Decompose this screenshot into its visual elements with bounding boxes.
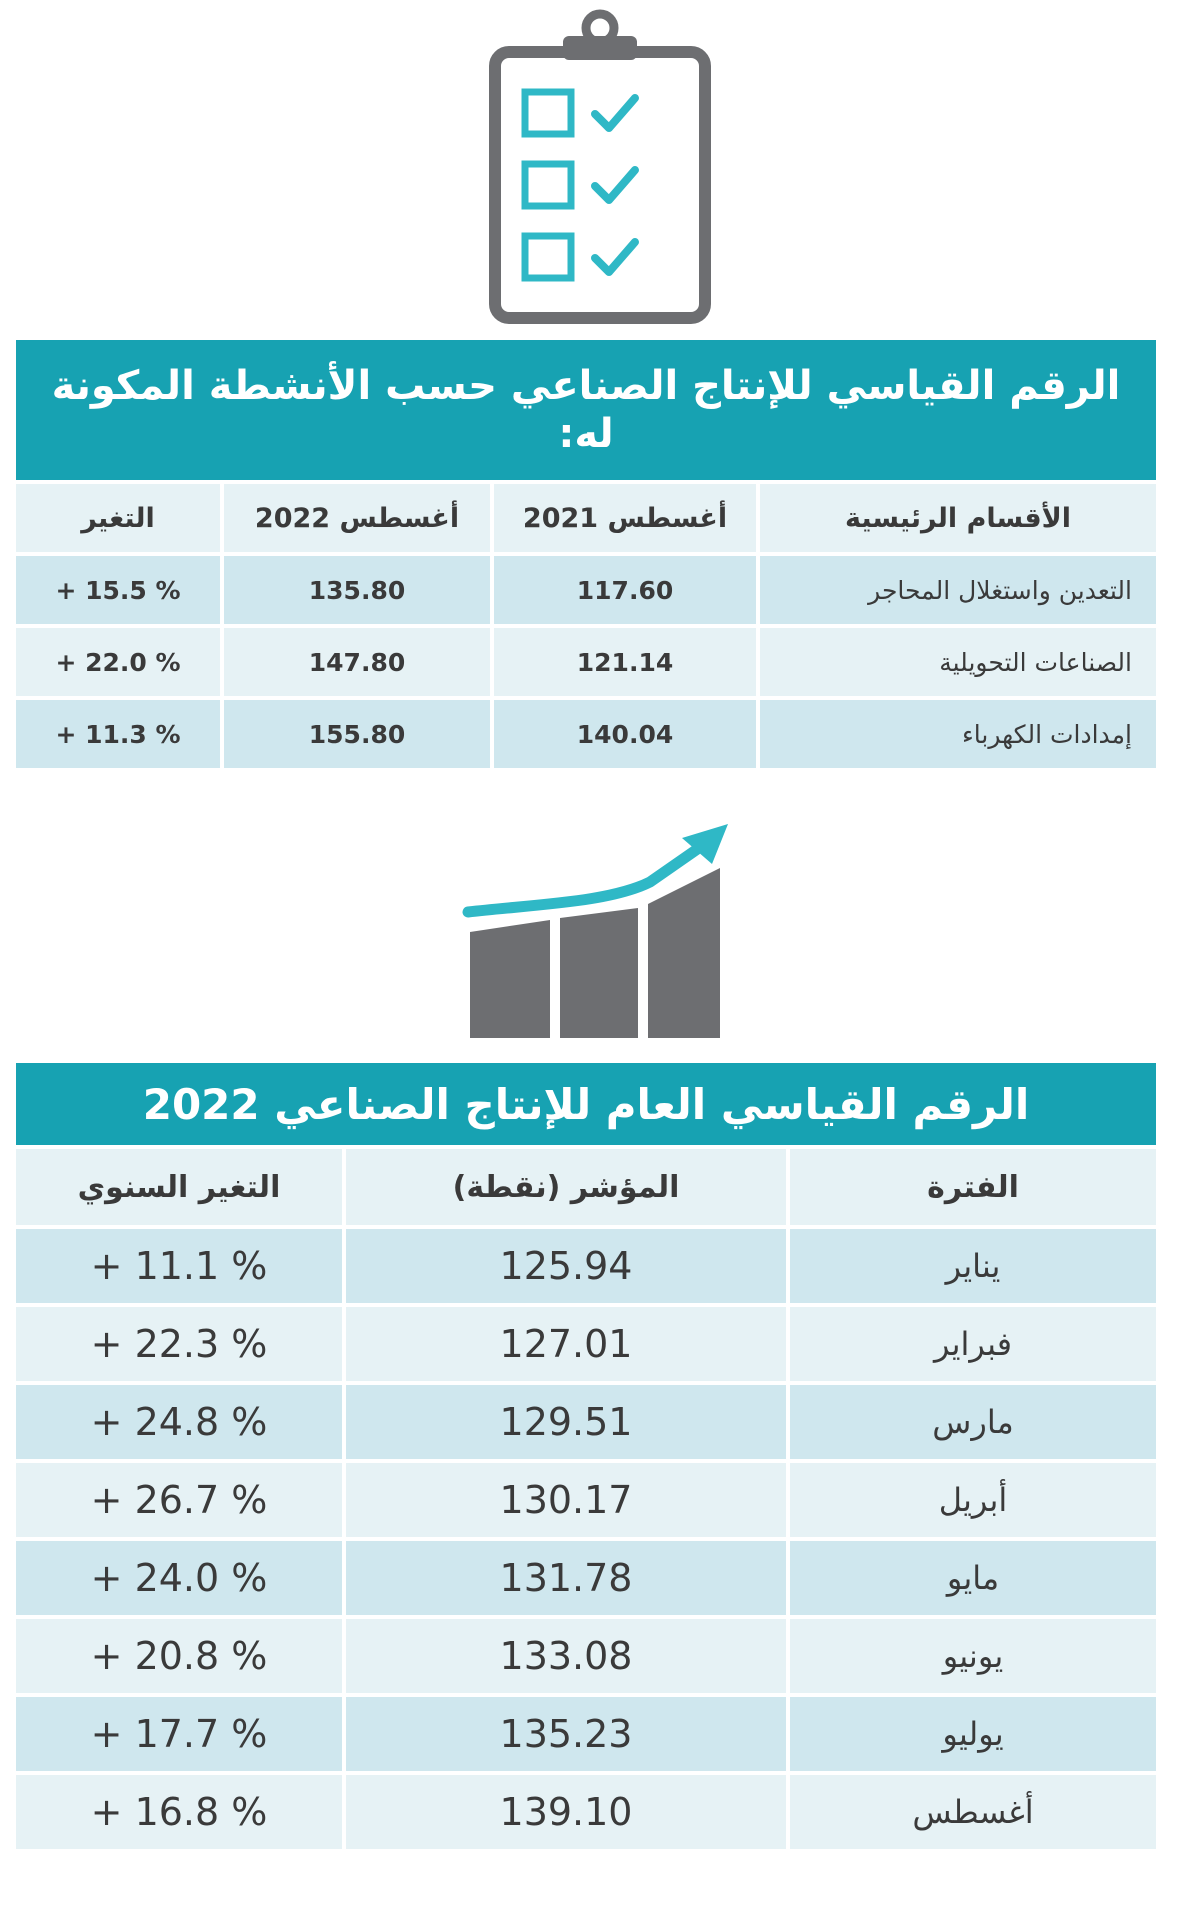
header-annual-change: التغير السنوي bbox=[16, 1149, 342, 1225]
clipboard-checklist-icon bbox=[0, 6, 1200, 326]
row-period: يونيو bbox=[786, 1619, 1156, 1693]
row-index: 139.10 bbox=[342, 1775, 786, 1849]
row-aug-2021: 117.60 bbox=[490, 556, 756, 624]
row-index: 125.94 bbox=[342, 1229, 786, 1303]
row-change: % 15.5 + bbox=[16, 556, 220, 624]
row-index: 133.08 bbox=[342, 1619, 786, 1693]
row-period: أبريل bbox=[786, 1463, 1156, 1537]
header-period: الفترة bbox=[786, 1149, 1156, 1225]
activities-table-grid: الأقسام الرئيسية أغسطس 2021 أغسطس 2022 ا… bbox=[16, 484, 1156, 552]
header-aug-2021: أغسطس 2021 bbox=[490, 484, 756, 552]
row-section-name: التعدين واستغلال المحاجر bbox=[756, 556, 1156, 624]
row-annual-change: % 16.8 + bbox=[16, 1775, 342, 1849]
monthly-index-table-title: الرقم القياسي العام للإنتاج الصناعي 2022 bbox=[16, 1063, 1156, 1145]
row-annual-change: % 11.1 + bbox=[16, 1229, 342, 1303]
row-period: مارس bbox=[786, 1385, 1156, 1459]
row-aug-2021: 140.04 bbox=[490, 700, 756, 768]
header-index: المؤشر (نقطة) bbox=[342, 1149, 786, 1225]
activities-table: الرقم القياسي للإنتاج الصناعي حسب الأنشط… bbox=[16, 340, 1156, 768]
monthly-index-table: الرقم القياسي العام للإنتاج الصناعي 2022… bbox=[16, 1063, 1156, 1849]
row-aug-2021: 121.14 bbox=[490, 628, 756, 696]
header-sections: الأقسام الرئيسية bbox=[756, 484, 1156, 552]
row-period: مايو bbox=[786, 1541, 1156, 1615]
row-period: فبراير bbox=[786, 1307, 1156, 1381]
row-annual-change: % 17.7 + bbox=[16, 1697, 342, 1771]
row-section-name: إمدادات الكهرباء bbox=[756, 700, 1156, 768]
row-change: % 22.0 + bbox=[16, 628, 220, 696]
row-aug-2022: 155.80 bbox=[220, 700, 490, 768]
row-annual-change: % 24.0 + bbox=[16, 1541, 342, 1615]
row-annual-change: % 22.3 + bbox=[16, 1307, 342, 1381]
row-index: 127.01 bbox=[342, 1307, 786, 1381]
row-index: 135.23 bbox=[342, 1697, 786, 1771]
row-change: % 11.3 + bbox=[16, 700, 220, 768]
row-section-name: الصناعات التحويلية bbox=[756, 628, 1156, 696]
row-index: 131.78 bbox=[342, 1541, 786, 1615]
row-index: 130.17 bbox=[342, 1463, 786, 1537]
header-aug-2022: أغسطس 2022 bbox=[220, 484, 490, 552]
row-aug-2022: 147.80 bbox=[220, 628, 490, 696]
row-annual-change: % 20.8 + bbox=[16, 1619, 342, 1693]
activities-table-title: الرقم القياسي للإنتاج الصناعي حسب الأنشط… bbox=[16, 340, 1156, 480]
header-change: التغير bbox=[16, 484, 220, 552]
row-index: 129.51 bbox=[342, 1385, 786, 1459]
growth-bar-chart-icon bbox=[0, 812, 1200, 1042]
row-period: يناير bbox=[786, 1229, 1156, 1303]
row-annual-change: % 24.8 + bbox=[16, 1385, 342, 1459]
row-annual-change: % 26.7 + bbox=[16, 1463, 342, 1537]
row-period: أغسطس bbox=[786, 1775, 1156, 1849]
row-period: يوليو bbox=[786, 1697, 1156, 1771]
row-aug-2022: 135.80 bbox=[220, 556, 490, 624]
